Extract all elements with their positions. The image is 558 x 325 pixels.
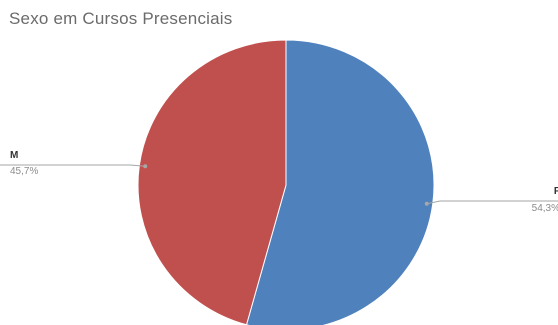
slice-label-m: M: [10, 150, 18, 161]
leader-dot-f: [424, 201, 429, 206]
slice-percent-f: 54,3%: [532, 203, 558, 214]
leader-dot-m: [143, 164, 148, 169]
chart-title: Sexo em Cursos Presenciais: [9, 9, 233, 28]
slice-label-f: F: [554, 186, 558, 197]
slice-percent-m: 45,7%: [10, 166, 38, 177]
pie-slice-f: [245, 39, 435, 325]
leader-line-f: [426, 200, 558, 205]
leader-line-m: [0, 164, 146, 167]
